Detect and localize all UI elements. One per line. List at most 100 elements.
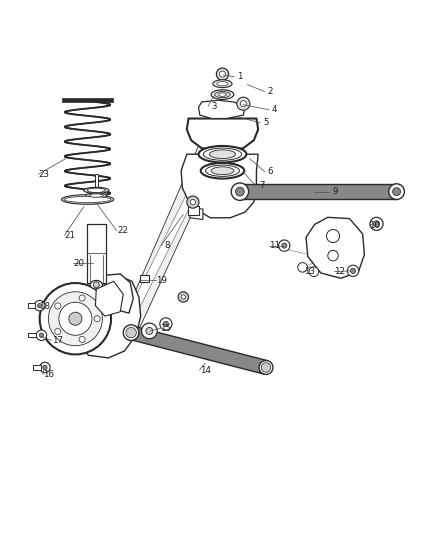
Ellipse shape: [61, 195, 114, 204]
Ellipse shape: [201, 163, 244, 179]
Polygon shape: [77, 275, 141, 358]
Circle shape: [370, 217, 383, 230]
Ellipse shape: [261, 362, 271, 372]
Circle shape: [237, 97, 250, 110]
Ellipse shape: [209, 150, 236, 158]
Circle shape: [163, 321, 169, 327]
Polygon shape: [190, 208, 203, 220]
Text: 6: 6: [268, 167, 273, 176]
Circle shape: [141, 323, 157, 339]
Text: 2: 2: [268, 87, 273, 96]
Circle shape: [40, 283, 111, 354]
Polygon shape: [119, 139, 222, 335]
Circle shape: [79, 295, 85, 301]
Text: 12: 12: [335, 267, 346, 276]
Ellipse shape: [215, 92, 230, 98]
Bar: [187, 206, 198, 215]
Ellipse shape: [205, 165, 240, 176]
Bar: [95, 174, 98, 200]
Circle shape: [392, 188, 400, 196]
Text: 1: 1: [237, 72, 243, 81]
Text: 4: 4: [272, 106, 277, 114]
Ellipse shape: [389, 184, 404, 199]
Circle shape: [298, 263, 307, 272]
Circle shape: [79, 336, 85, 343]
Text: 16: 16: [43, 370, 54, 379]
Ellipse shape: [259, 360, 273, 375]
Polygon shape: [118, 111, 236, 337]
Ellipse shape: [211, 167, 234, 175]
Polygon shape: [306, 217, 364, 278]
Circle shape: [36, 330, 47, 341]
Circle shape: [35, 301, 45, 311]
Text: 17: 17: [52, 336, 63, 345]
Text: 20: 20: [73, 259, 85, 268]
Polygon shape: [28, 333, 36, 337]
Polygon shape: [187, 118, 258, 151]
Circle shape: [347, 265, 359, 277]
Circle shape: [187, 196, 199, 208]
Text: 21: 21: [65, 231, 76, 240]
Text: 15: 15: [160, 324, 171, 333]
Text: 22: 22: [117, 227, 128, 235]
Ellipse shape: [64, 197, 111, 203]
Ellipse shape: [126, 327, 136, 338]
Text: 7: 7: [259, 181, 265, 190]
Ellipse shape: [84, 187, 109, 193]
Ellipse shape: [198, 146, 247, 163]
Ellipse shape: [217, 82, 228, 86]
Circle shape: [40, 362, 50, 373]
Circle shape: [328, 251, 338, 261]
Bar: [140, 275, 149, 282]
Ellipse shape: [123, 325, 139, 341]
Circle shape: [181, 295, 185, 299]
Polygon shape: [129, 326, 268, 374]
Ellipse shape: [211, 90, 234, 99]
Ellipse shape: [213, 80, 232, 87]
Circle shape: [279, 240, 290, 251]
Bar: [62, 98, 113, 102]
Circle shape: [55, 303, 61, 309]
Circle shape: [350, 268, 356, 273]
Text: 23: 23: [39, 169, 49, 179]
Polygon shape: [95, 281, 123, 316]
Text: 18: 18: [39, 302, 49, 311]
Polygon shape: [28, 303, 35, 308]
Ellipse shape: [203, 148, 242, 160]
Ellipse shape: [90, 198, 103, 202]
Polygon shape: [33, 365, 41, 370]
Circle shape: [43, 365, 47, 370]
Circle shape: [309, 267, 319, 277]
Circle shape: [190, 199, 195, 205]
Polygon shape: [181, 154, 258, 218]
Circle shape: [262, 364, 270, 372]
Ellipse shape: [86, 193, 107, 198]
Circle shape: [326, 230, 339, 243]
Ellipse shape: [87, 188, 106, 192]
Circle shape: [69, 312, 82, 325]
Circle shape: [38, 303, 42, 308]
Circle shape: [39, 333, 44, 337]
Circle shape: [59, 302, 92, 335]
Text: 19: 19: [156, 276, 167, 285]
Text: 14: 14: [200, 366, 211, 375]
Circle shape: [55, 328, 61, 335]
Circle shape: [282, 243, 287, 248]
Polygon shape: [104, 274, 133, 313]
Text: 9: 9: [333, 187, 338, 196]
Text: 10: 10: [369, 221, 380, 230]
Ellipse shape: [231, 183, 249, 200]
Text: 3: 3: [211, 102, 216, 111]
Circle shape: [93, 282, 99, 288]
Text: 13: 13: [304, 267, 315, 276]
Text: 5: 5: [263, 118, 269, 127]
Ellipse shape: [89, 194, 103, 197]
Text: 8: 8: [164, 241, 170, 250]
Polygon shape: [240, 184, 396, 199]
Text: 11: 11: [269, 241, 280, 250]
Circle shape: [236, 187, 244, 196]
Polygon shape: [198, 100, 245, 118]
Circle shape: [374, 221, 380, 227]
Circle shape: [146, 327, 153, 334]
Circle shape: [178, 292, 188, 302]
